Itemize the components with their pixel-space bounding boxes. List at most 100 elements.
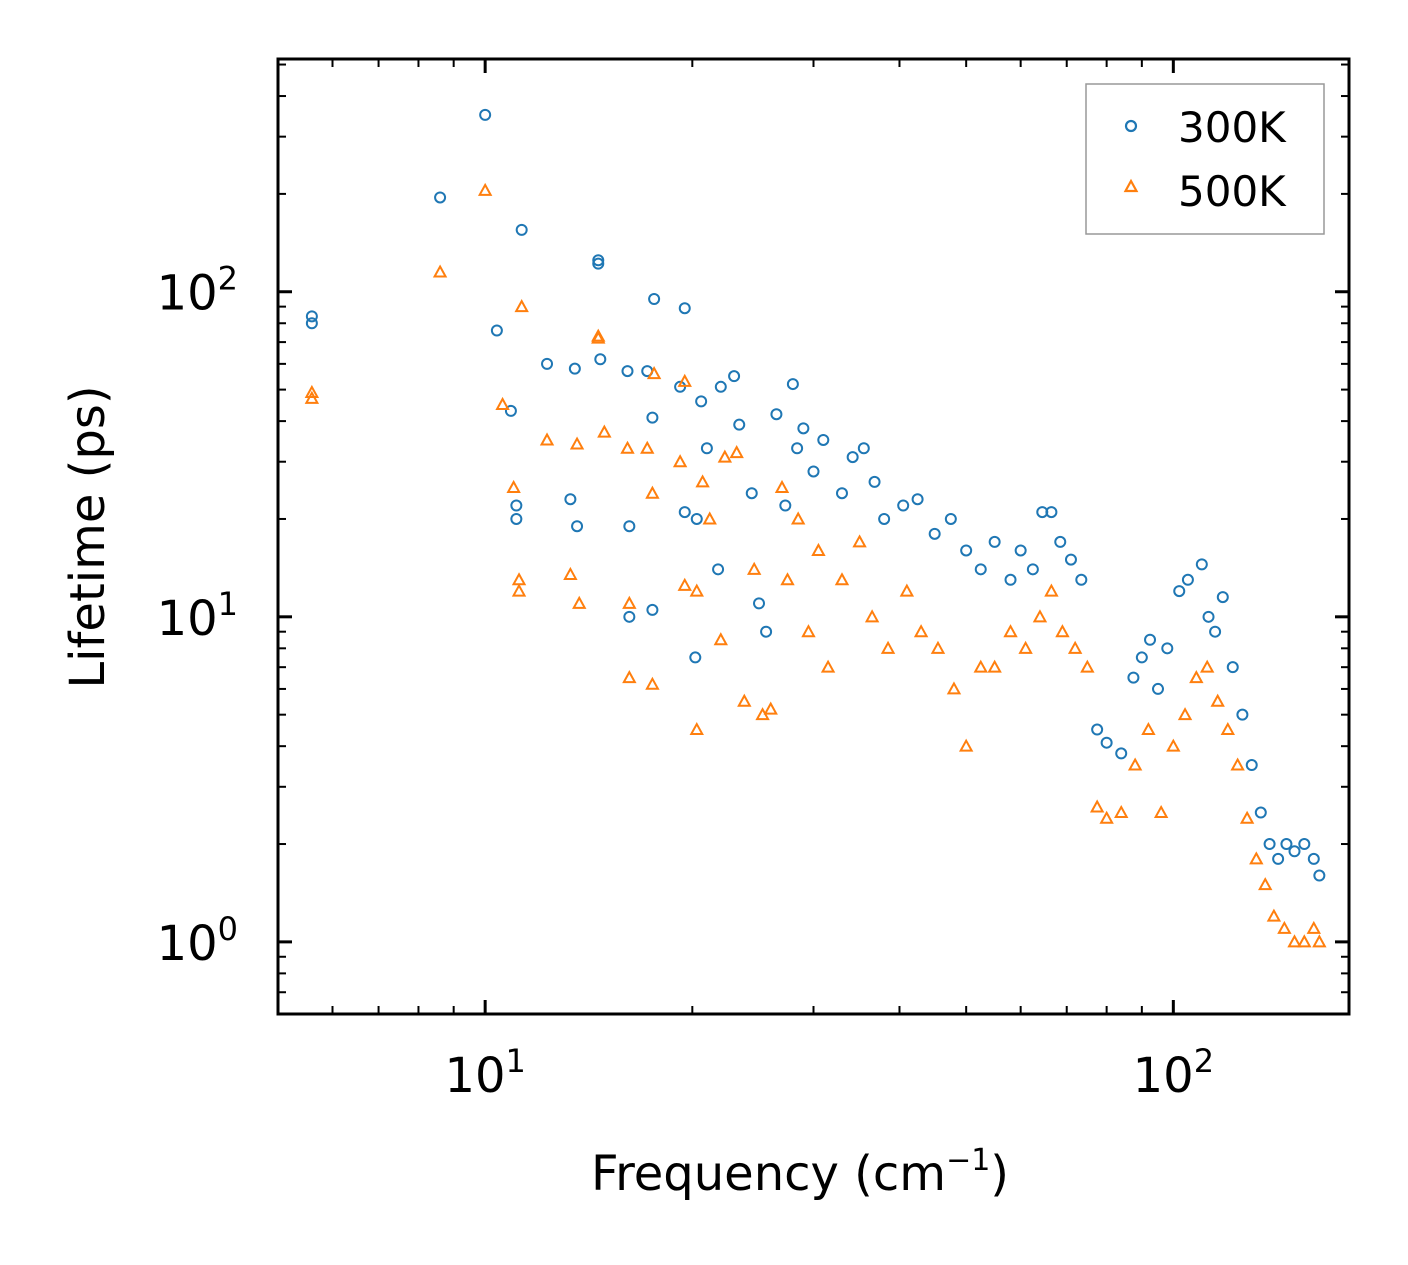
data-point-300k	[1100, 736, 1113, 749]
data-point-500k	[973, 659, 988, 673]
data-point-300k	[510, 512, 523, 525]
data-point-500k	[946, 681, 962, 695]
data-point-300k	[857, 442, 870, 455]
data-point-500k	[1018, 640, 1033, 654]
data-point-300k	[974, 563, 987, 576]
data-point-500k	[717, 449, 733, 463]
data-point-300k	[648, 292, 661, 305]
data-point-500k	[1153, 804, 1169, 819]
data-point-500k	[695, 474, 710, 488]
data-point-300k	[1245, 759, 1258, 772]
x-axis-label-end: )	[990, 1146, 1009, 1202]
legend: 300K 500K	[1085, 83, 1325, 235]
data-point-300k	[1254, 806, 1267, 819]
data-point-500k	[774, 479, 790, 493]
data-point-300k	[510, 499, 523, 512]
data-point-300k	[817, 433, 830, 446]
legend-marker-500k	[1123, 178, 1139, 193]
x-tick-label: 102	[1133, 1042, 1214, 1104]
data-point-300k	[623, 610, 636, 623]
data-point-300k	[797, 422, 810, 435]
data-point-300k	[1026, 563, 1039, 576]
data-point-500k	[506, 479, 521, 493]
data-point-300k	[1298, 838, 1311, 851]
legend-label-300k: 300K	[1178, 103, 1287, 152]
data-point-500k	[880, 640, 896, 654]
major-ticks	[278, 59, 1349, 1014]
data-point-300k	[1307, 852, 1320, 865]
data-point-300k	[623, 520, 636, 533]
legend-box	[1085, 83, 1325, 235]
data-point-300k	[846, 451, 859, 464]
legend-marker-300k	[1124, 119, 1138, 133]
data-point-300k	[678, 506, 691, 519]
data-point-300k	[835, 487, 848, 500]
data-point-500k	[304, 390, 320, 404]
data-point-300k	[515, 223, 528, 236]
data-point-300k	[770, 408, 783, 421]
data-point-500k	[677, 373, 692, 387]
data-point-300k	[1064, 553, 1077, 566]
data-point-300k	[646, 411, 659, 424]
data-point-500k	[1003, 624, 1018, 638]
y-tick-label: 101	[157, 585, 238, 647]
data-point-300k	[541, 357, 554, 370]
data-point-300k	[695, 395, 708, 408]
data-point-300k	[678, 302, 691, 315]
data-point-500k	[1210, 693, 1225, 707]
data-point-300k	[807, 465, 820, 478]
data-point-300k	[1161, 642, 1174, 655]
data-point-500k	[645, 485, 660, 499]
data-point-500k	[1044, 583, 1059, 597]
data-point-300k	[1091, 723, 1104, 736]
data-point-300k	[571, 520, 584, 533]
data-point-300k	[621, 365, 634, 378]
data-point-500k	[746, 561, 762, 575]
data-point-500k	[820, 659, 836, 673]
data-point-500k	[1141, 721, 1156, 736]
x-axis-label-main: Frequency (cm	[591, 1146, 946, 1202]
data-point-300k	[1288, 845, 1301, 858]
data-point-500k	[702, 511, 717, 525]
data-point-300k	[1263, 838, 1276, 851]
data-point-500k	[1277, 920, 1292, 934]
data-point-300k	[689, 651, 702, 664]
data-point-500k	[1287, 934, 1302, 948]
data-point-300k	[1054, 535, 1067, 548]
data-point-300k	[646, 603, 659, 616]
x-tick-labels: 101 102	[444, 1042, 1214, 1104]
y-tick-label: 100	[157, 910, 238, 972]
data-point-500k	[1297, 934, 1312, 948]
data-point-500k	[1220, 721, 1236, 736]
data-point-500k	[958, 738, 974, 752]
data-point-500k	[1127, 757, 1143, 771]
data-point-500k	[1114, 804, 1129, 819]
data-point-500k	[864, 609, 880, 623]
data-point-500k	[852, 534, 867, 548]
data-point-500k	[1080, 659, 1095, 673]
data-point-300k	[490, 324, 503, 337]
data-point-500k	[987, 659, 1002, 673]
data-point-300k	[1075, 573, 1088, 586]
data-point-300k	[1236, 708, 1249, 721]
data-point-500k	[677, 577, 692, 591]
data-point-300k	[868, 475, 881, 488]
data-point-500k	[563, 566, 578, 580]
data-point-300k	[944, 512, 957, 525]
data-point-500k	[569, 436, 585, 450]
data-point-500k	[432, 264, 448, 278]
data-point-300k	[1272, 852, 1285, 865]
data-point-500k	[801, 624, 816, 638]
data-point-500k	[1200, 659, 1215, 673]
data-point-500k	[1266, 908, 1282, 922]
data-point-500k	[689, 583, 704, 597]
data-point-500k	[1312, 934, 1327, 948]
data-point-300k	[733, 418, 746, 431]
data-point-300k	[1202, 610, 1215, 623]
data-point-300k	[479, 108, 492, 121]
data-point-500k	[622, 670, 637, 684]
data-point-500k	[1239, 810, 1255, 824]
data-point-500k	[1258, 877, 1273, 891]
data-point-300k	[1014, 544, 1027, 557]
data-point-500k	[514, 299, 529, 313]
